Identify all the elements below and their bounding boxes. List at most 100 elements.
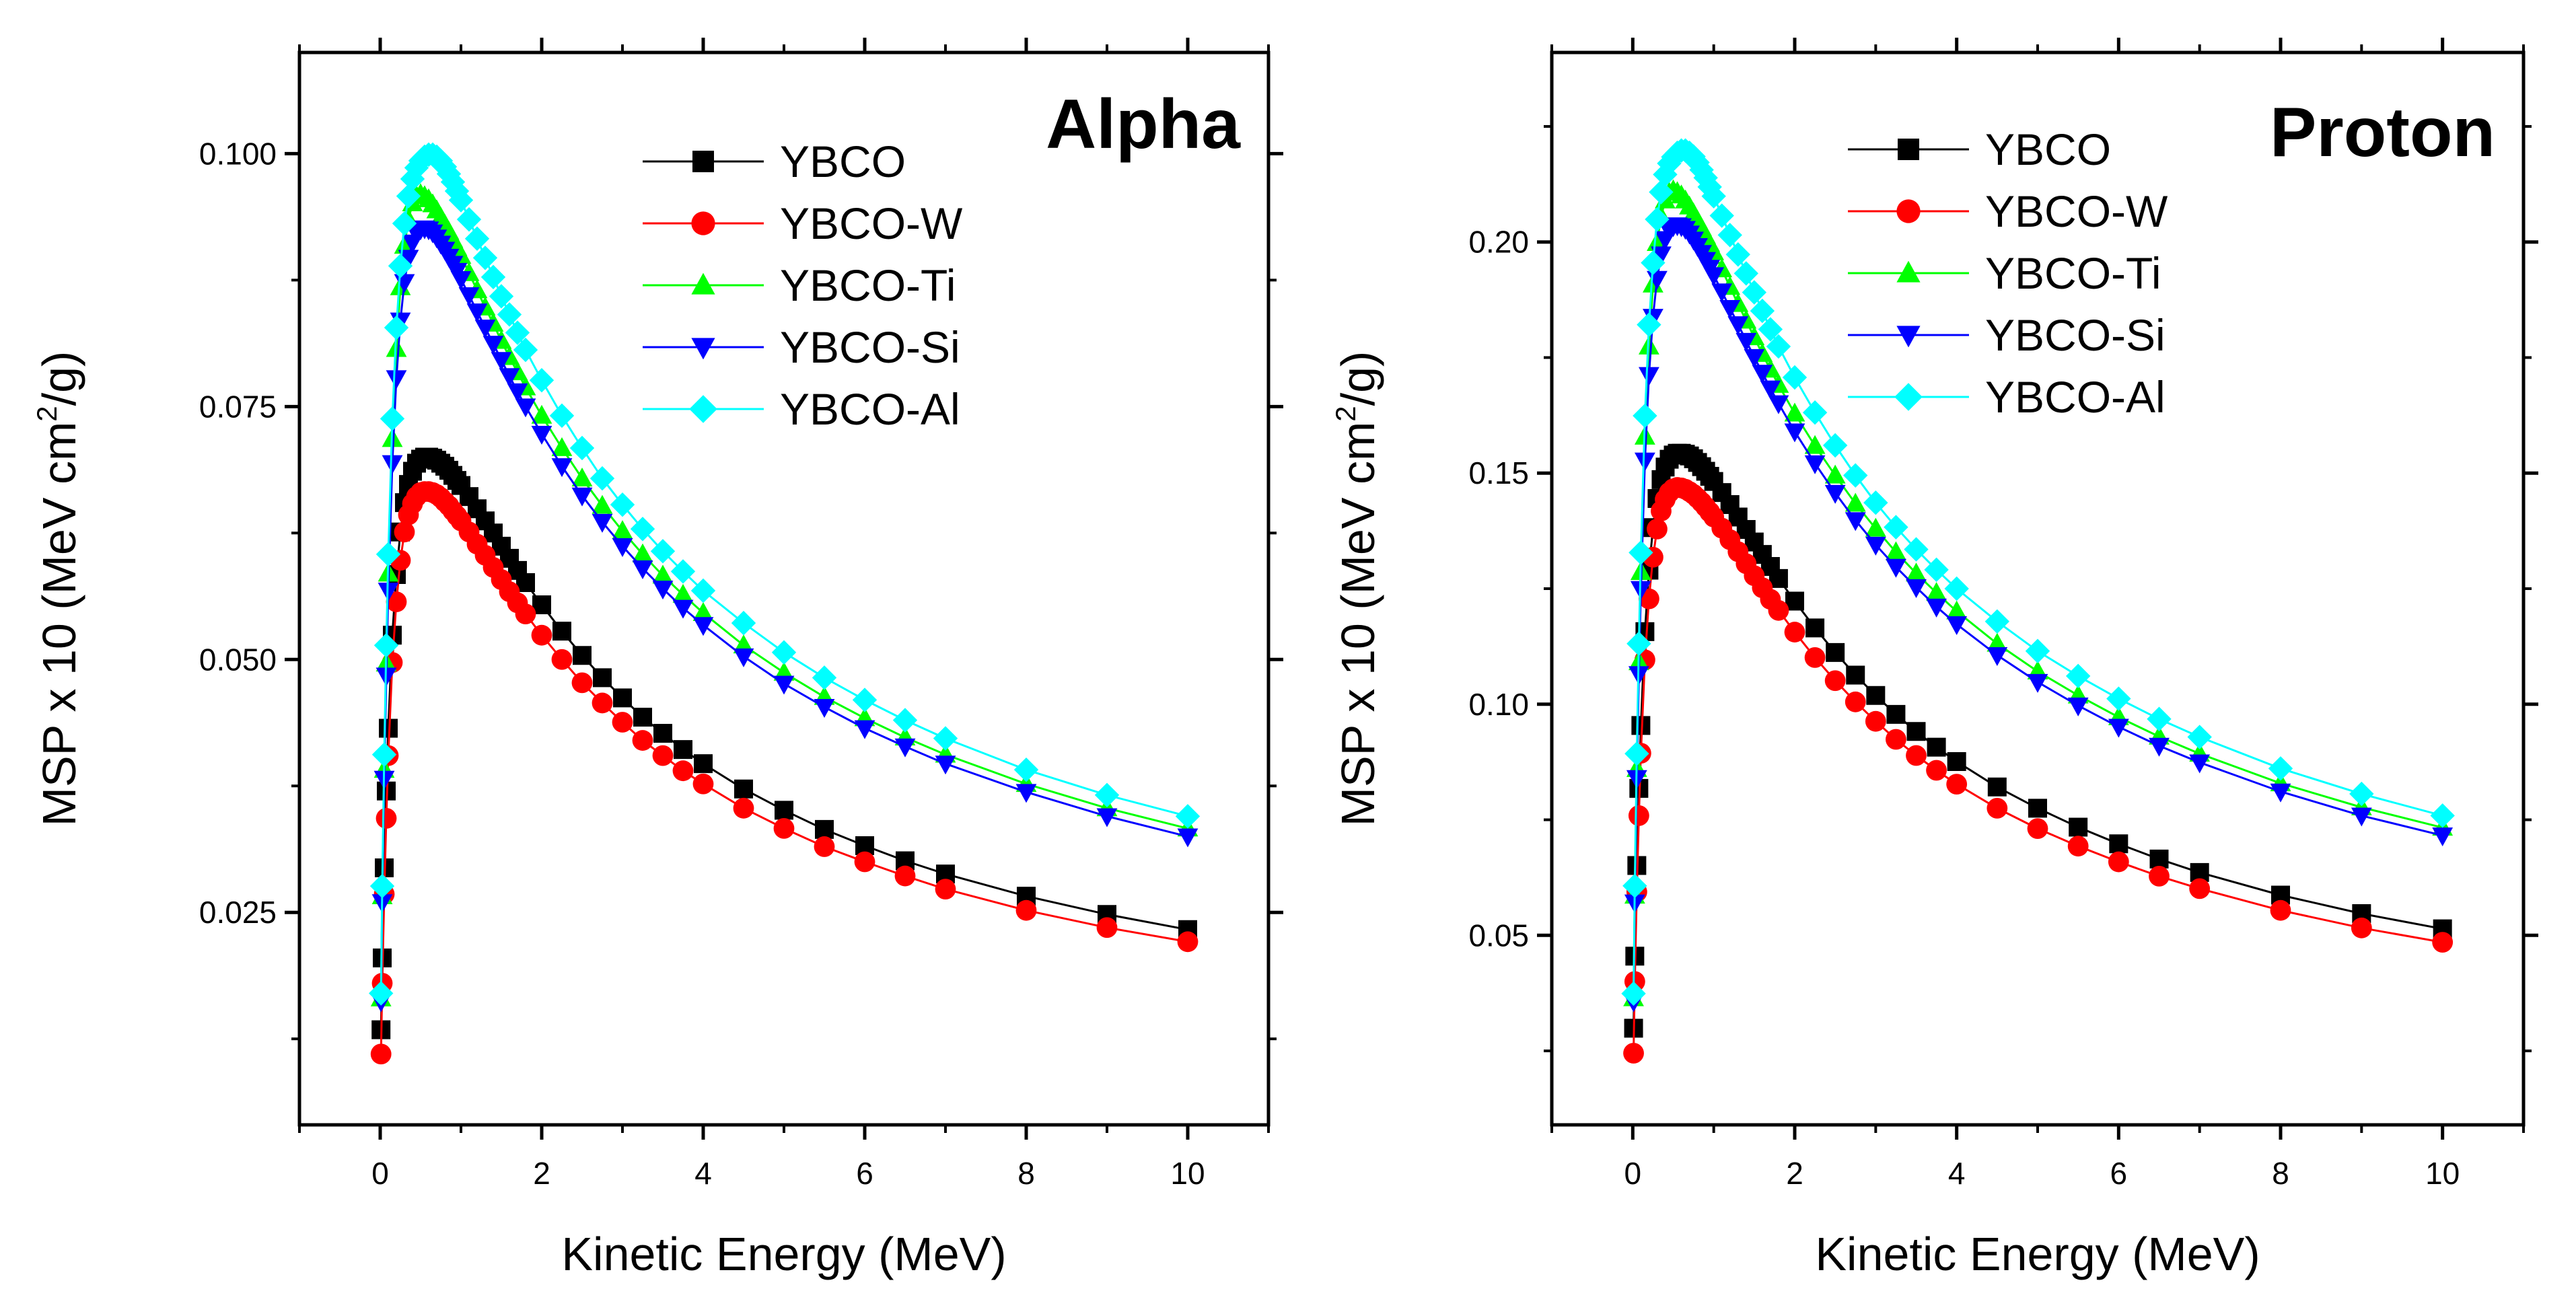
- alpha-data-point: [854, 851, 875, 873]
- proton-data-point: [1824, 484, 1846, 504]
- alpha-y-axis-title-prefix: MSP x 10 (MeV cm: [33, 422, 85, 827]
- alpha-data-point: [1096, 808, 1118, 827]
- proton-data-point: [1645, 207, 1670, 232]
- proton-data-point: [1736, 332, 1757, 352]
- proton-legend-label: YBCO-W: [1985, 186, 2168, 236]
- proton-data-point: [1987, 632, 2008, 652]
- alpha-data-point: [692, 601, 714, 621]
- alpha-data-point: [633, 707, 652, 727]
- alpha-data-point: [386, 370, 407, 390]
- alpha-y-tick-label: 0.025: [199, 895, 277, 930]
- alpha-data-point: [379, 719, 398, 738]
- proton-data-point: [2108, 851, 2129, 873]
- alpha-data-point: [854, 720, 875, 739]
- alpha-data-point: [1177, 931, 1198, 953]
- alpha-legend-marker: [691, 211, 715, 235]
- alpha-data-point: [894, 865, 916, 887]
- proton-data-point: [1693, 165, 1718, 190]
- proton-x-tick-label: 10: [2425, 1156, 2460, 1191]
- alpha-legend-marker: [691, 272, 715, 295]
- proton-data-point: [1926, 582, 1947, 601]
- proton-data-point: [1622, 873, 1647, 898]
- alpha-data-point: [396, 184, 421, 209]
- alpha-data-point: [692, 773, 714, 795]
- alpha-data-point: [458, 287, 480, 307]
- alpha-ticks: 0 2 4 6 8 10 0.025 0.050 0.075 0.100: [199, 38, 1283, 1191]
- proton-data-point: [1637, 312, 1661, 337]
- proton-data-point: [1766, 334, 1791, 359]
- proton-data-point: [1785, 591, 1804, 611]
- alpha-data-point: [612, 520, 633, 540]
- proton-data-point: [1784, 423, 1805, 443]
- alpha-data-point: [571, 672, 593, 694]
- alpha-data-point: [480, 264, 506, 290]
- proton-data-point: [1634, 452, 1655, 472]
- alpha-data-point: [551, 458, 573, 478]
- proton-data-point: [1906, 562, 1927, 582]
- alpha-data-point: [1175, 804, 1201, 829]
- proton-data-point: [1987, 777, 2007, 797]
- alpha-data-point: [690, 578, 716, 603]
- alpha-data-point: [775, 801, 793, 820]
- proton-data-point: [2027, 818, 2048, 839]
- proton-data-point: [1784, 622, 1805, 642]
- proton-data-point: [1651, 246, 1672, 266]
- alpha-data-point: [692, 617, 714, 636]
- proton-data-point: [1863, 490, 1888, 515]
- proton-data-point: [2065, 663, 2091, 689]
- proton-data-point: [1768, 395, 1789, 414]
- proton-data-point: [2149, 849, 2169, 869]
- proton-data-point: [1824, 464, 1846, 484]
- proton-series: [1621, 138, 2455, 1064]
- alpha-data-point: [1096, 917, 1118, 938]
- proton-data-point: [2432, 932, 2454, 953]
- alpha-y-axis-title: MSP x 10 (MeV cm2/g): [31, 351, 85, 827]
- alpha-data-point: [933, 726, 958, 751]
- alpha-data-point: [392, 211, 417, 236]
- proton-data-point: [1824, 670, 1846, 692]
- alpha-data-point: [394, 521, 415, 543]
- alpha-data-point: [474, 320, 496, 339]
- proton-data-point: [1750, 298, 1775, 324]
- alpha-data-point: [532, 595, 551, 615]
- proton-data-point: [1784, 402, 1805, 422]
- alpha-data-point: [382, 455, 403, 474]
- proton-data-point: [2351, 807, 2372, 827]
- proton-data-point: [2149, 865, 2170, 887]
- alpha-y-axis-title-sup: 2: [31, 406, 63, 421]
- proton-data-point: [1843, 463, 1868, 488]
- proton-data-point: [2268, 756, 2293, 781]
- alpha-data-point: [652, 745, 674, 766]
- proton-data-point: [2108, 719, 2129, 738]
- proton-data-point: [1623, 1043, 1644, 1064]
- proton-y-axis-title-sup: 2: [1330, 406, 1361, 421]
- proton-data-point: [2271, 885, 2290, 905]
- proton-data-point: [2190, 862, 2209, 882]
- alpha-data-point: [505, 320, 530, 345]
- proton-data-point: [1709, 203, 1734, 228]
- proton-data-point: [1927, 737, 1946, 757]
- proton-data-point: [1727, 316, 1749, 336]
- proton-data-point: [1865, 710, 1886, 732]
- proton-data-point: [1804, 455, 1826, 474]
- alpha-data-point: [589, 466, 615, 491]
- alpha-data-point: [529, 368, 554, 393]
- alpha-legend-label: YBCO: [780, 137, 906, 186]
- alpha-data-point: [552, 622, 571, 641]
- alpha-data-point: [652, 581, 674, 600]
- alpha-data-point: [472, 246, 498, 270]
- alpha-data-point: [571, 467, 593, 486]
- alpha-data-point: [896, 851, 915, 871]
- alpha-data-point: [670, 559, 696, 584]
- alpha-data-point: [531, 624, 552, 646]
- proton-data-point: [1906, 745, 1927, 766]
- alpha-data-point: [855, 836, 874, 855]
- proton-data-point: [1631, 716, 1651, 735]
- proton-data-point: [1884, 515, 1908, 540]
- alpha-data-point: [551, 437, 573, 456]
- alpha-data-point: [369, 873, 395, 899]
- alpha-data-point: [935, 879, 956, 900]
- proton-data-point: [1629, 540, 1653, 565]
- alpha-data-point: [515, 398, 536, 418]
- alpha-data-point: [592, 692, 613, 714]
